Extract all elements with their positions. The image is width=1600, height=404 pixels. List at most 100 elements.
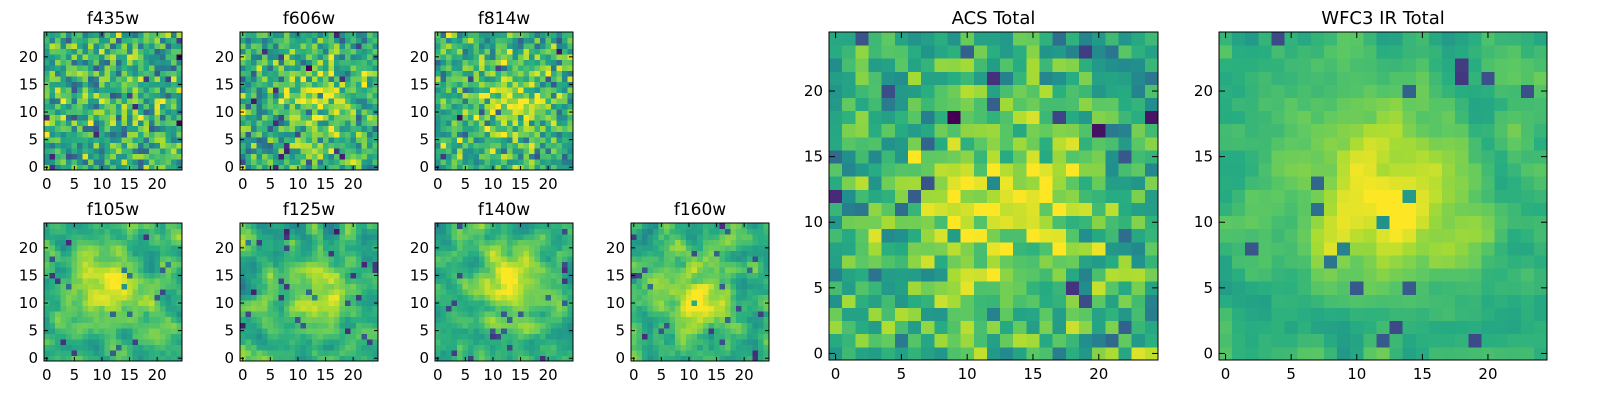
heatmap-cell	[323, 142, 329, 148]
heatmap-cell	[251, 278, 257, 284]
heatmap-cell	[457, 71, 463, 77]
heatmap-cell	[435, 87, 441, 93]
heatmap-cell	[251, 273, 257, 279]
y-tick-label: 20	[19, 48, 38, 66]
heatmap-cell	[295, 104, 301, 110]
heatmap-cell	[452, 98, 458, 104]
heatmap-cell	[441, 256, 447, 262]
heatmap-cell	[345, 295, 351, 301]
heatmap-cell	[334, 98, 340, 104]
heatmap-cell	[507, 38, 513, 44]
heatmap-cell	[149, 350, 155, 356]
heatmap-cell	[132, 339, 138, 345]
heatmap-cell	[312, 126, 318, 132]
heatmap-cell	[246, 317, 252, 323]
heatmap-cell	[279, 148, 285, 154]
heatmap-cell	[642, 333, 648, 339]
heatmap-cell	[540, 251, 546, 257]
heatmap-cell	[468, 60, 474, 66]
heatmap-cell	[518, 284, 524, 290]
heatmap-cell	[279, 306, 285, 312]
heatmap-cell	[295, 87, 301, 93]
heatmap-cell	[529, 245, 535, 251]
heatmap-cell	[523, 153, 529, 159]
heatmap-cell	[50, 65, 56, 71]
heatmap-cell	[556, 234, 562, 240]
heatmap-cell	[556, 322, 562, 328]
heatmap-cell	[736, 284, 742, 290]
heatmap-cell	[50, 115, 56, 121]
heatmap-cell	[703, 289, 709, 295]
heatmap-cell	[312, 38, 318, 44]
heatmap-cell	[246, 322, 252, 328]
heatmap-cell	[736, 251, 742, 257]
heatmap-cell	[328, 245, 334, 251]
heatmap-cell	[540, 229, 546, 235]
heatmap-cell	[165, 98, 171, 104]
heatmap-cell	[61, 76, 67, 82]
heatmap-cell	[708, 289, 714, 295]
heatmap-cell	[441, 251, 447, 257]
heatmap-cell	[1079, 281, 1093, 295]
heatmap-cell	[273, 300, 279, 306]
heatmap-cell	[895, 242, 909, 256]
heatmap-cell	[435, 289, 441, 295]
heatmap-cell	[479, 131, 485, 137]
heatmap-cell	[367, 60, 373, 66]
heatmap-cell	[529, 60, 535, 66]
heatmap-cell	[545, 311, 551, 317]
heatmap-cell	[361, 120, 367, 126]
heatmap-cell	[730, 284, 736, 290]
heatmap-cell	[246, 284, 252, 290]
heatmap-cell	[653, 262, 659, 268]
heatmap-cell	[670, 223, 676, 229]
heatmap-cell	[88, 82, 94, 88]
heatmap-cell	[1105, 216, 1119, 230]
heatmap-cell	[714, 339, 720, 345]
heatmap-cell	[356, 289, 362, 295]
heatmap-cell	[105, 300, 111, 306]
y-tick-label: 10	[19, 103, 38, 121]
heatmap-cell	[334, 104, 340, 110]
heatmap-cell	[697, 344, 703, 350]
heatmap-cell	[452, 223, 458, 229]
heatmap-cell	[323, 49, 329, 55]
heatmap-cell	[551, 267, 557, 273]
heatmap-cell	[540, 65, 546, 71]
heatmap-cell	[435, 120, 441, 126]
heatmap-cells	[240, 32, 378, 170]
heatmap-cell	[273, 120, 279, 126]
heatmap-cell	[501, 115, 507, 121]
y-tick-label: 5	[224, 322, 234, 340]
heatmap-cell	[446, 98, 452, 104]
heatmap-cell	[55, 126, 61, 132]
heatmap-cell	[273, 322, 279, 328]
heatmap-cell	[132, 142, 138, 148]
heatmap-cell	[110, 93, 116, 99]
heatmap-cell	[642, 317, 648, 323]
heatmap-cell	[507, 131, 513, 137]
heatmap-cell	[105, 295, 111, 301]
heatmap-cell	[257, 256, 263, 262]
heatmap-cell	[468, 350, 474, 356]
heatmap-cell	[545, 93, 551, 99]
heatmap-cell	[637, 240, 643, 246]
heatmap-cell	[154, 284, 160, 290]
heatmap-cell	[350, 60, 356, 66]
heatmap-cell	[485, 120, 491, 126]
heatmap-cell	[708, 229, 714, 235]
heatmap-cell	[61, 71, 67, 77]
heatmap-cell	[345, 159, 351, 165]
heatmap-cell	[105, 38, 111, 44]
heatmap-cell	[262, 300, 268, 306]
x-tick-label: 15	[316, 175, 335, 193]
heatmap-cell	[306, 278, 312, 284]
heatmap-cell	[882, 255, 896, 269]
heatmap-cell	[670, 339, 676, 345]
heatmap-cell	[356, 245, 362, 251]
heatmap-cell	[83, 65, 89, 71]
heatmap-cell	[747, 284, 753, 290]
heatmap-cell	[165, 344, 171, 350]
heatmap-cell	[55, 289, 61, 295]
heatmap-cell	[154, 311, 160, 317]
